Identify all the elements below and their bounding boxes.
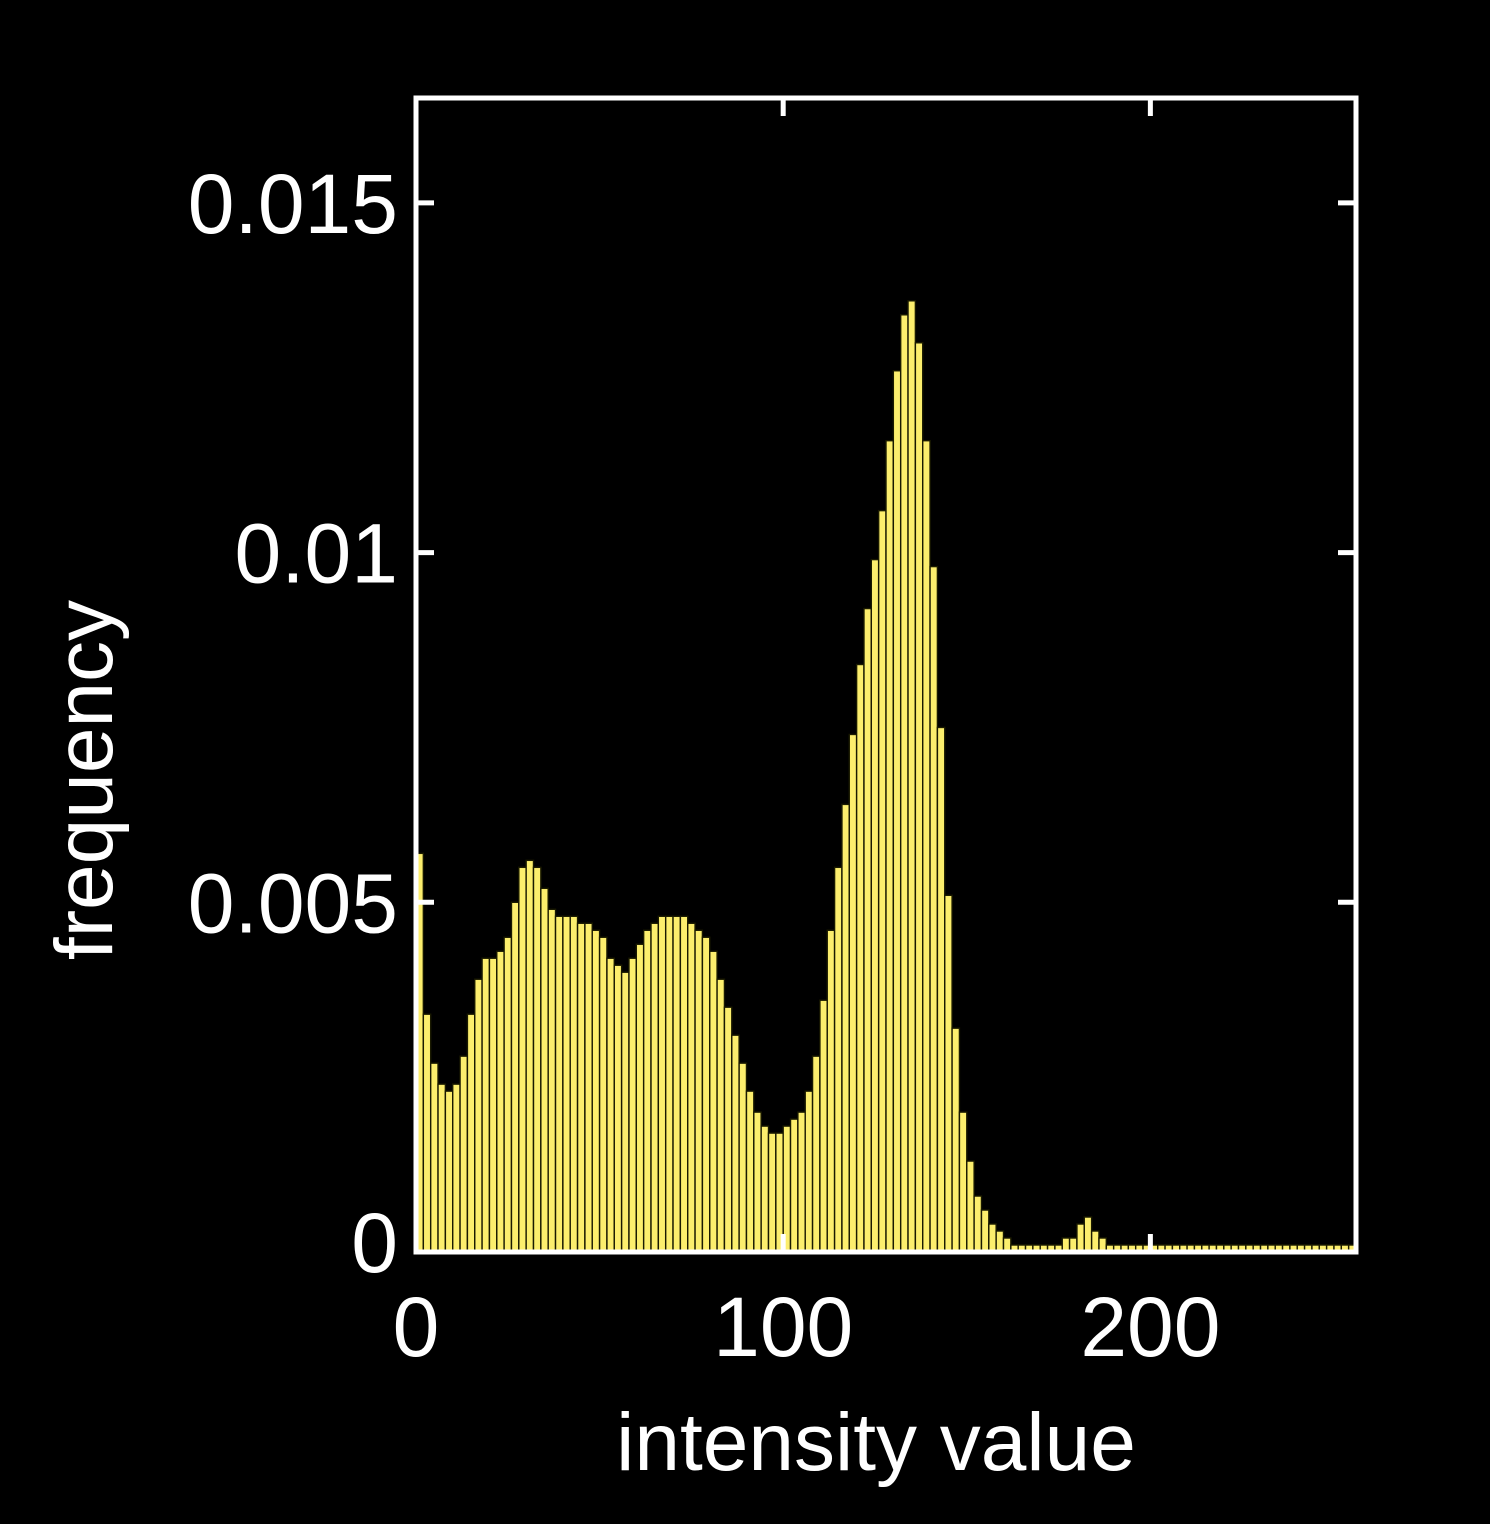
histogram-bar (753, 1111, 762, 1253)
histogram-bar (980, 1209, 990, 1253)
histogram-bar (679, 915, 689, 1253)
histogram-bar (554, 915, 564, 1253)
x-tick-label: 0 (393, 1280, 440, 1374)
histogram-bar (899, 314, 909, 1253)
histogram-bar (584, 922, 593, 1253)
histogram-bar (664, 915, 674, 1253)
x-tick-label: 100 (713, 1280, 853, 1374)
histogram-bar (877, 509, 887, 1253)
histogram-bar (811, 1055, 821, 1253)
histogram-bar (437, 1083, 447, 1253)
y-tick-label: 0.01 (235, 507, 399, 601)
histogram-bar (782, 1125, 792, 1253)
histogram-bar (760, 1125, 770, 1253)
histogram-bar (951, 1027, 961, 1253)
histogram-bar (855, 663, 865, 1253)
histogram-bar (1083, 1216, 1093, 1253)
histogram-bar (966, 1160, 975, 1253)
histogram-bar (723, 1006, 733, 1253)
histogram-bar (518, 866, 527, 1253)
histogram-bar (496, 950, 505, 1253)
histogram-bar (576, 922, 586, 1253)
histogram-bar (474, 978, 483, 1253)
histogram-bar (422, 1013, 432, 1253)
y-tick-label: 0.015 (188, 157, 398, 251)
histogram-bar (635, 943, 645, 1253)
histogram-bar (841, 803, 850, 1253)
histogram-bar (466, 1013, 476, 1253)
histogram-bar (797, 1111, 806, 1253)
histogram-bar (936, 726, 946, 1253)
x-tick-label: 200 (1080, 1280, 1220, 1374)
histogram-bar (804, 1090, 814, 1253)
histogram-bar (789, 1118, 799, 1253)
histogram-bar (922, 440, 931, 1253)
histogram-bar (885, 440, 895, 1253)
histogram-bar (738, 1062, 748, 1253)
histogram-bar (767, 1132, 777, 1253)
histogram-bar (591, 929, 601, 1253)
histogram-bar (481, 957, 491, 1253)
histogram-bar (628, 957, 638, 1253)
histogram-bar (459, 1055, 469, 1253)
histogram-bar (892, 370, 902, 1253)
histogram-bar (863, 607, 873, 1253)
histogram-bar (562, 915, 571, 1253)
histogram-bar (650, 922, 660, 1253)
histogram-bar (694, 929, 704, 1253)
histogram-bar (944, 894, 953, 1253)
histogram-bar (1076, 1223, 1085, 1253)
histogram-bar (1090, 1230, 1100, 1253)
histogram-bar (973, 1195, 983, 1253)
histogram-bar (606, 957, 615, 1253)
histogram-bar (540, 887, 549, 1253)
histogram-bar (547, 908, 557, 1253)
histogram-bar (444, 1090, 454, 1253)
x-axis-label: intensity value (616, 1397, 1136, 1488)
histogram-bar (452, 1083, 461, 1253)
y-tick-label: 0 (351, 1196, 398, 1290)
histogram-bar (532, 866, 542, 1253)
histogram-bar (914, 342, 924, 1253)
histogram-bar (525, 859, 535, 1253)
histogram-bar (598, 936, 608, 1253)
histogram-bar (488, 957, 498, 1253)
histogram-bar (569, 915, 579, 1253)
histogram-bar (503, 936, 513, 1253)
y-axis-label: frequency (39, 600, 130, 960)
histogram-bar (642, 929, 652, 1253)
axis-ticks (413, 98, 1356, 1255)
histogram-bar (672, 915, 682, 1253)
histogram-bar (709, 950, 718, 1253)
y-tick-label: 0.005 (188, 856, 398, 950)
histogram-bar (687, 922, 696, 1253)
histogram-bar (826, 929, 836, 1253)
histogram-bar (988, 1223, 997, 1253)
histogram-bar (848, 733, 858, 1253)
histogram-bar (870, 558, 880, 1253)
histogram-bar (657, 915, 667, 1253)
histogram-bar (429, 1062, 439, 1253)
histogram-bar (929, 565, 939, 1253)
histogram-bar (731, 1034, 740, 1253)
histogram-bar (620, 971, 630, 1253)
histogram-bar (510, 901, 520, 1253)
histogram-bar (716, 978, 726, 1253)
histogram-bar (958, 1111, 968, 1253)
tick-labels: 0 0.005 0.01 0.015 0 100 200 (188, 157, 1221, 1374)
histogram-bar (701, 936, 711, 1253)
histogram-bar (907, 300, 917, 1253)
histogram-bar (745, 1090, 755, 1253)
histogram-bar (995, 1230, 1005, 1253)
histogram-bar (613, 964, 623, 1253)
histogram-bar (833, 866, 843, 1253)
plot-frame (413, 95, 1359, 1255)
histogram-bar (819, 999, 828, 1253)
